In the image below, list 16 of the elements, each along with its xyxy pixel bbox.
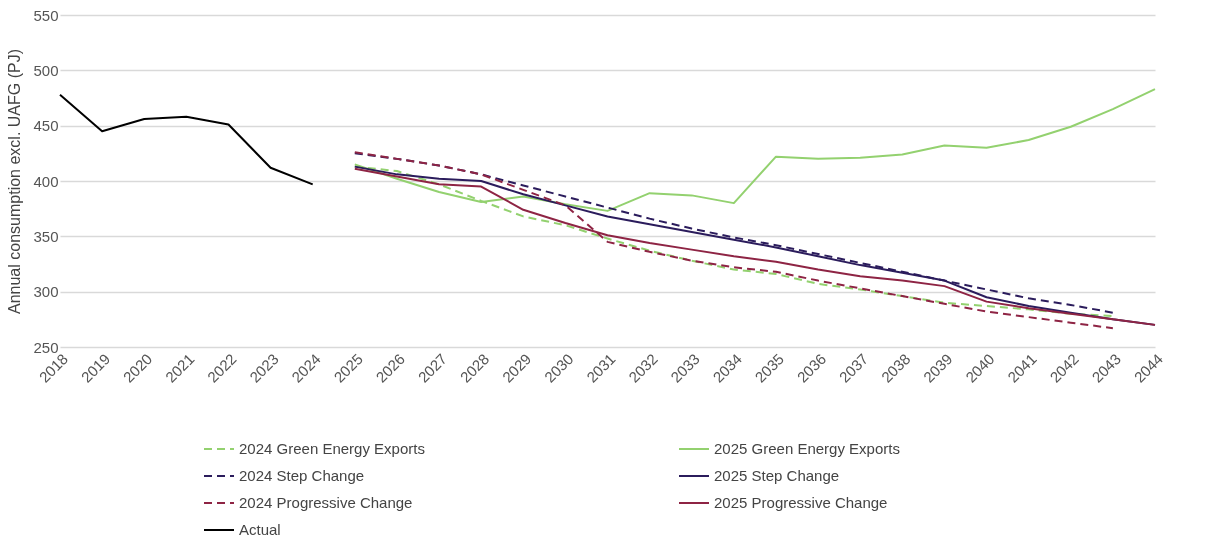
legend-label: 2025 Green Energy Exports [714,440,900,457]
line-series [59,93,314,186]
legend-label: Actual [239,521,281,538]
legend-label: 2025 Progressive Change [714,494,888,511]
y-tick-label: 250 [33,338,59,356]
y-tick-label: 300 [33,283,59,301]
legend-label: 2024 Step Change [239,467,365,484]
y-tick-label: 350 [33,227,59,245]
legend-label: 2025 Step Change [714,467,840,484]
y-tick-label: 500 [33,61,59,79]
y-tick-label: 550 [33,6,59,24]
legend-label: 2024 Green Energy Exports [239,440,425,457]
legend-label: 2024 Progressive Change [239,494,413,511]
y-tick-label: 450 [33,117,59,135]
y-tick-label: 400 [33,172,59,190]
y-axis-title: Annual consumption excl. UAFG (PJ) [6,49,24,314]
